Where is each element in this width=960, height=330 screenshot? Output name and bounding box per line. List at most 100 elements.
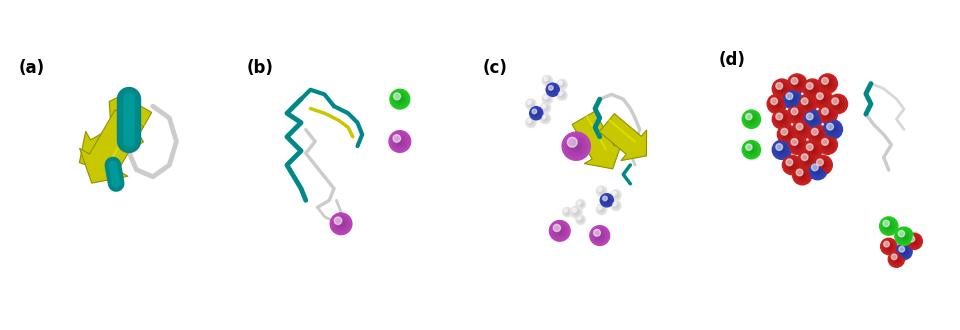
Circle shape <box>577 216 584 223</box>
Circle shape <box>743 142 759 158</box>
Circle shape <box>566 211 568 213</box>
Circle shape <box>542 105 548 111</box>
Circle shape <box>816 168 819 172</box>
Circle shape <box>334 217 342 224</box>
Circle shape <box>559 81 563 85</box>
Circle shape <box>818 161 828 169</box>
Circle shape <box>396 95 404 104</box>
Circle shape <box>897 245 911 258</box>
Circle shape <box>810 127 825 142</box>
Circle shape <box>579 203 582 206</box>
Circle shape <box>749 147 755 153</box>
Circle shape <box>887 245 890 248</box>
Circle shape <box>341 223 342 224</box>
Circle shape <box>793 120 812 139</box>
Circle shape <box>542 115 546 119</box>
Circle shape <box>543 106 548 110</box>
Circle shape <box>825 111 830 117</box>
Circle shape <box>814 157 831 173</box>
Circle shape <box>612 190 620 199</box>
Circle shape <box>576 200 586 209</box>
Circle shape <box>600 189 603 193</box>
Circle shape <box>597 187 606 196</box>
Circle shape <box>778 125 797 144</box>
Circle shape <box>772 140 792 159</box>
Circle shape <box>612 192 619 198</box>
Circle shape <box>795 168 809 182</box>
Circle shape <box>799 151 816 168</box>
Circle shape <box>822 108 828 115</box>
Circle shape <box>797 124 808 135</box>
Circle shape <box>602 195 612 205</box>
Circle shape <box>884 222 893 230</box>
Circle shape <box>546 98 548 100</box>
Circle shape <box>776 82 782 89</box>
Circle shape <box>614 193 617 197</box>
Circle shape <box>801 128 804 131</box>
Circle shape <box>576 215 586 224</box>
Circle shape <box>886 244 892 249</box>
Circle shape <box>828 125 837 134</box>
Circle shape <box>566 136 587 156</box>
Circle shape <box>565 211 569 214</box>
Circle shape <box>787 94 797 103</box>
Circle shape <box>550 87 556 93</box>
Circle shape <box>790 138 804 152</box>
Circle shape <box>594 230 606 242</box>
Circle shape <box>803 140 822 159</box>
Circle shape <box>886 223 892 229</box>
Circle shape <box>785 133 789 136</box>
Circle shape <box>559 92 564 98</box>
Circle shape <box>786 159 793 166</box>
Circle shape <box>398 97 401 101</box>
Circle shape <box>830 97 845 111</box>
Circle shape <box>805 158 809 162</box>
Circle shape <box>798 171 806 180</box>
Circle shape <box>778 84 786 93</box>
Circle shape <box>883 220 889 227</box>
Circle shape <box>549 220 570 241</box>
Circle shape <box>543 106 547 110</box>
Circle shape <box>835 101 841 107</box>
Circle shape <box>600 194 613 207</box>
Circle shape <box>779 116 785 122</box>
Circle shape <box>779 85 785 92</box>
Circle shape <box>796 82 799 85</box>
Circle shape <box>558 81 565 88</box>
Circle shape <box>902 235 905 238</box>
Circle shape <box>802 129 803 130</box>
Circle shape <box>568 138 585 154</box>
Circle shape <box>770 97 784 111</box>
Circle shape <box>900 247 909 256</box>
Circle shape <box>558 91 565 99</box>
Circle shape <box>803 155 812 164</box>
Circle shape <box>824 110 832 118</box>
Circle shape <box>529 102 534 107</box>
Circle shape <box>528 119 534 125</box>
Circle shape <box>598 206 605 213</box>
Circle shape <box>560 93 564 97</box>
Circle shape <box>338 220 345 227</box>
Circle shape <box>564 208 571 216</box>
Circle shape <box>747 146 756 154</box>
Circle shape <box>611 190 621 200</box>
Circle shape <box>542 105 546 108</box>
Circle shape <box>775 143 789 157</box>
Circle shape <box>817 134 818 135</box>
Circle shape <box>822 108 833 120</box>
Circle shape <box>791 139 798 145</box>
Circle shape <box>563 207 572 217</box>
Circle shape <box>816 133 819 136</box>
Circle shape <box>745 143 758 156</box>
Circle shape <box>389 131 411 152</box>
Circle shape <box>532 109 541 118</box>
Circle shape <box>896 243 912 260</box>
Circle shape <box>892 254 901 264</box>
Circle shape <box>789 136 805 153</box>
Circle shape <box>551 88 555 92</box>
Circle shape <box>790 163 794 167</box>
Circle shape <box>881 239 896 253</box>
Circle shape <box>745 113 758 126</box>
Circle shape <box>774 101 780 107</box>
Circle shape <box>780 117 783 121</box>
